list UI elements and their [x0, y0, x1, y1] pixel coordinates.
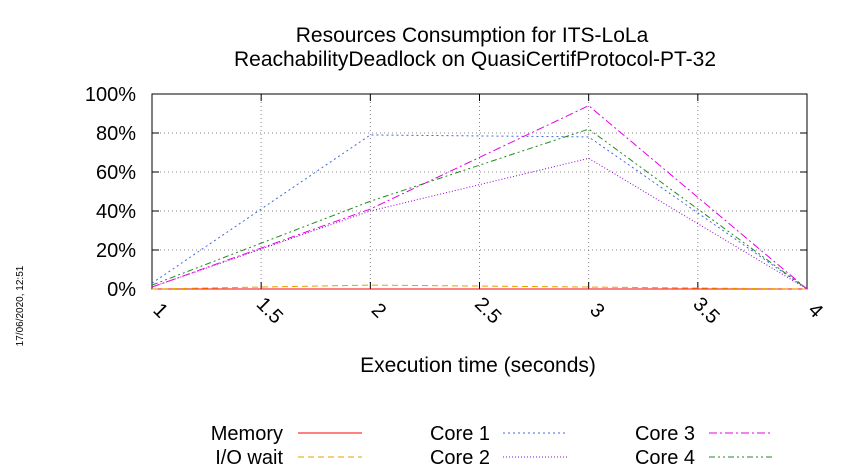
y-tick-label: 40% — [96, 201, 136, 223]
series-line-core-4 — [151, 128, 808, 290]
plot-area — [151, 93, 808, 290]
y-tick-label: 20% — [96, 240, 136, 262]
y-tick-label: 100% — [85, 84, 136, 106]
legend-label: Core 3 — [635, 423, 695, 445]
x-tick-label: 3.5 — [688, 293, 723, 328]
x-tick-label: 3 — [585, 299, 608, 322]
x-tick-label: 1.5 — [252, 293, 287, 328]
series-line-i-o-wait — [151, 284, 808, 290]
legend-label: Core 1 — [430, 423, 490, 445]
series-lines — [151, 105, 808, 290]
series-line-core-3 — [151, 105, 808, 290]
grid — [152, 94, 807, 289]
y-tick-label: 60% — [96, 162, 136, 184]
legend-label: Core 2 — [430, 447, 490, 469]
x-axis-label: Execution time (seconds) — [360, 354, 596, 377]
y-tick-label: 80% — [96, 123, 136, 145]
x-tick-label: 2 — [367, 299, 390, 322]
legend-label: Memory — [211, 423, 283, 445]
series-line-core-1 — [151, 134, 808, 290]
timestamp: 17/06/2020, 12:51 — [15, 265, 26, 346]
x-tick-label: 4 — [804, 299, 827, 322]
x-tick-label: 2.5 — [470, 293, 505, 328]
chart-title: Resources Consumption for ITS-LoLa — [296, 24, 649, 47]
x-tick-label: 1 — [149, 299, 172, 322]
axis-ticks: 0% 20% 40% 60% 80% 100% 1 1.5 2 2.5 3 3.5 4 — [85, 84, 827, 328]
y-tick-label: 0% — [107, 279, 136, 301]
chart-subtitle: ReachabilityDeadlock on QuasiCertifProto… — [234, 48, 716, 71]
series-line-core-2 — [151, 157, 808, 290]
legend-label: I/O wait — [215, 447, 283, 469]
legend-label: Core 4 — [635, 447, 695, 469]
